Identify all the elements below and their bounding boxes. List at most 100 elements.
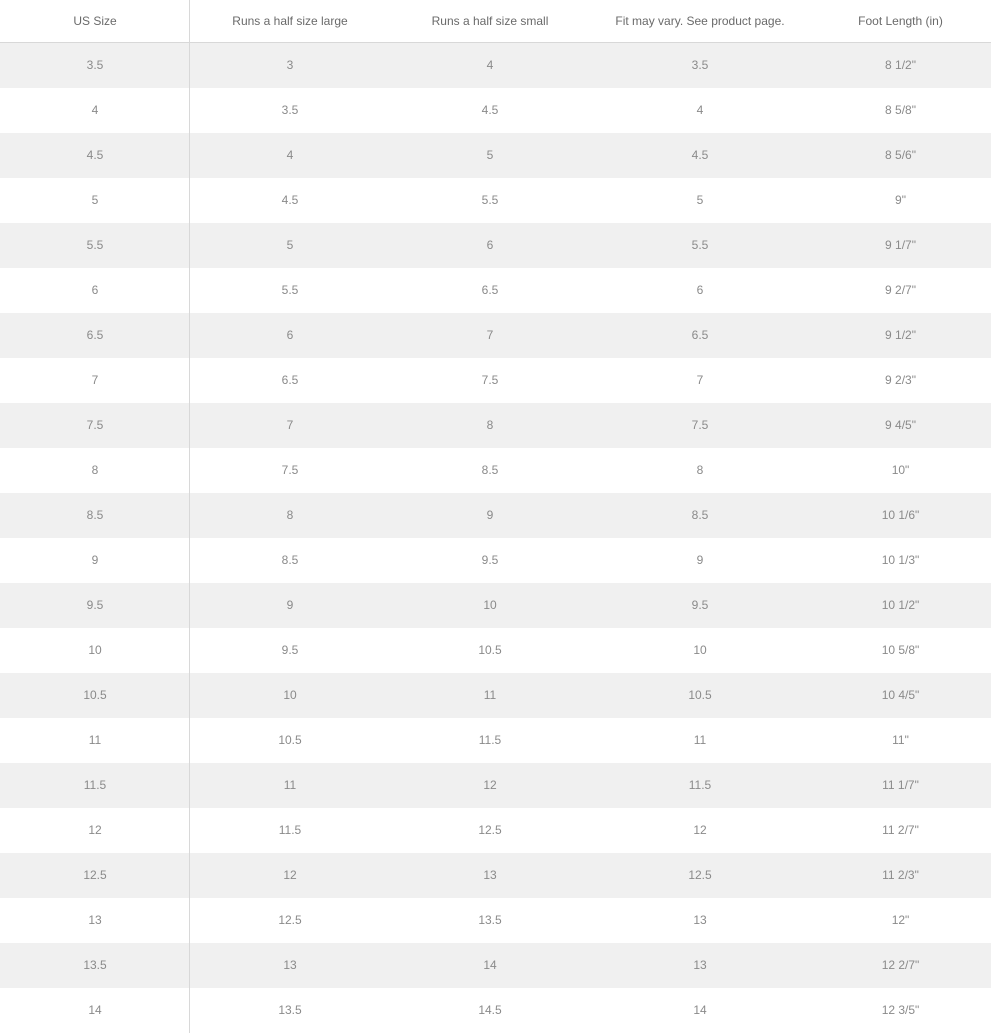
cell: 5.5 [390,178,590,223]
table-row: 11.5111211.511 1/7" [0,763,991,808]
cell: 11.5 [390,718,590,763]
cell: 7 [390,313,590,358]
cell: 11" [810,718,991,763]
table-row: 9.59109.510 1/2" [0,583,991,628]
cell: 7.5 [0,403,190,448]
cell: 14.5 [390,988,590,1033]
col-fit-may-vary: Fit may vary. See product page. [590,0,810,43]
cell: 8.5 [0,493,190,538]
cell: 6 [390,223,590,268]
cell: 5 [590,178,810,223]
cell: 7.5 [390,358,590,403]
cell: 10 5/8" [810,628,991,673]
cell: 7 [0,358,190,403]
cell: 8 5/8" [810,88,991,133]
cell: 14 [0,988,190,1033]
cell: 5 [390,133,590,178]
cell: 4.5 [590,133,810,178]
cell: 6.5 [590,313,810,358]
table-row: 7.5787.59 4/5" [0,403,991,448]
table-row: 5.5565.59 1/7" [0,223,991,268]
table-row: 6.5676.59 1/2" [0,313,991,358]
table-row: 13.513141312 2/7" [0,943,991,988]
cell: 4.5 [390,88,590,133]
cell: 3.5 [590,43,810,88]
table-row: 1110.511.51111" [0,718,991,763]
cell: 12.5 [390,808,590,853]
cell: 6.5 [190,358,390,403]
cell: 8 [590,448,810,493]
cell: 7 [590,358,810,403]
cell: 13.5 [190,988,390,1033]
cell: 11.5 [590,763,810,808]
cell: 12.5 [590,853,810,898]
cell: 6.5 [390,268,590,313]
cell: 10.5 [190,718,390,763]
cell: 13.5 [0,943,190,988]
cell: 9 4/5" [810,403,991,448]
cell: 10 4/5" [810,673,991,718]
cell: 9.5 [0,583,190,628]
cell: 8 [390,403,590,448]
cell: 3.5 [190,88,390,133]
cell: 10 [0,628,190,673]
cell: 10 1/2" [810,583,991,628]
cell: 10 [190,673,390,718]
cell: 3 [190,43,390,88]
cell: 11 1/7" [810,763,991,808]
cell: 5.5 [190,268,390,313]
size-chart-table: US Size Runs a half size large Runs a ha… [0,0,991,1033]
cell: 6 [0,268,190,313]
cell: 13 [0,898,190,943]
cell: 7.5 [590,403,810,448]
cell: 6.5 [0,313,190,358]
cell: 8.5 [590,493,810,538]
cell: 12 3/5" [810,988,991,1033]
cell: 11 2/7" [810,808,991,853]
cell: 9 [390,493,590,538]
cell: 13.5 [390,898,590,943]
cell: 10" [810,448,991,493]
cell: 6 [190,313,390,358]
cell: 13 [390,853,590,898]
cell: 7 [190,403,390,448]
header-row: US Size Runs a half size large Runs a ha… [0,0,991,43]
cell: 11.5 [190,808,390,853]
table-row: 4.5454.58 5/6" [0,133,991,178]
table-row: 98.59.5910 1/3" [0,538,991,583]
cell: 12 [190,853,390,898]
cell: 12.5 [190,898,390,943]
cell: 9 1/2" [810,313,991,358]
table-row: 10.5101110.510 4/5" [0,673,991,718]
cell: 8.5 [390,448,590,493]
col-runs-small: Runs a half size small [390,0,590,43]
table-row: 87.58.5810" [0,448,991,493]
cell: 12.5 [0,853,190,898]
cell: 12 2/7" [810,943,991,988]
cell: 11 [0,718,190,763]
cell: 14 [390,943,590,988]
table-row: 76.57.579 2/3" [0,358,991,403]
cell: 4 [190,133,390,178]
col-us-size: US Size [0,0,190,43]
table-row: 1312.513.51312" [0,898,991,943]
cell: 11 [190,763,390,808]
cell: 13 [190,943,390,988]
cell: 10 1/3" [810,538,991,583]
cell: 4 [0,88,190,133]
cell: 11 [390,673,590,718]
cell: 9 2/7" [810,268,991,313]
table-row: 8.5898.510 1/6" [0,493,991,538]
cell: 4.5 [190,178,390,223]
cell: 10.5 [390,628,590,673]
cell: 9.5 [390,538,590,583]
cell: 9 [190,583,390,628]
cell: 10 1/6" [810,493,991,538]
cell: 13 [590,943,810,988]
cell: 9 1/7" [810,223,991,268]
cell: 12 [0,808,190,853]
cell: 11 [590,718,810,763]
table-row: 43.54.548 5/8" [0,88,991,133]
cell: 10.5 [0,673,190,718]
cell: 10.5 [590,673,810,718]
